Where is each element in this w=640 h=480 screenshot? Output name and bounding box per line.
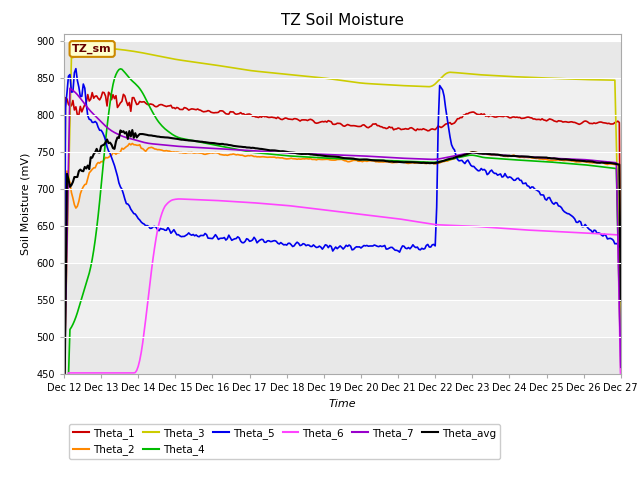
- Y-axis label: Soil Moisture (mV): Soil Moisture (mV): [20, 153, 31, 255]
- Bar: [64, 78, 621, 115]
- Bar: [64, 115, 621, 152]
- Bar: [64, 41, 621, 78]
- Bar: [64, 337, 621, 374]
- Bar: [64, 189, 621, 226]
- X-axis label: Time: Time: [328, 399, 356, 409]
- Text: TZ_sm: TZ_sm: [72, 44, 112, 54]
- Legend: Theta_1, Theta_2, Theta_3, Theta_4, Theta_5, Theta_6, Theta_7, Theta_avg: Theta_1, Theta_2, Theta_3, Theta_4, Thet…: [69, 424, 500, 459]
- Title: TZ Soil Moisture: TZ Soil Moisture: [281, 13, 404, 28]
- Bar: [64, 152, 621, 189]
- Bar: [64, 263, 621, 300]
- Bar: [64, 300, 621, 337]
- Bar: [64, 226, 621, 263]
